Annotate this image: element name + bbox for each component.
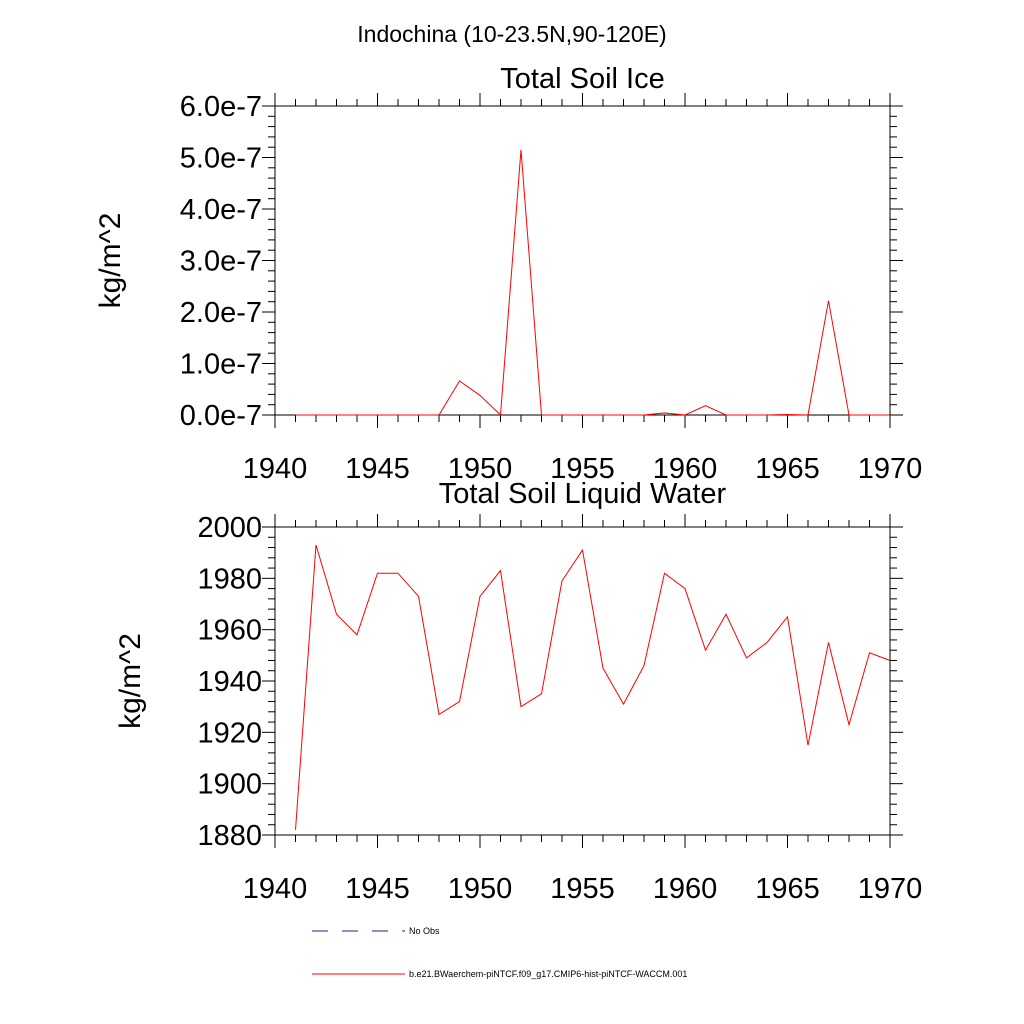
- series-line: [295, 544, 891, 830]
- x-tick-label: 1950: [448, 873, 513, 905]
- x-tick-label: 1955: [550, 873, 615, 905]
- y-tick-label: 1980: [197, 563, 262, 595]
- x-tick-label: 1965: [755, 453, 820, 485]
- y-tick-label: 1900: [197, 769, 262, 801]
- y-tick-label: 1880: [197, 820, 262, 852]
- chart-title: Total Soil Liquid Water: [439, 478, 727, 510]
- y-tick-label: 2.0e-7: [180, 297, 262, 329]
- y-tick-label: 2000: [197, 512, 262, 544]
- y-tick-label: 1940: [197, 666, 262, 698]
- y-tick-label: 6.0e-7: [180, 91, 262, 123]
- x-tick-label: 1960: [653, 873, 718, 905]
- y-axis-label: kg/m^2: [94, 213, 127, 309]
- x-tick-label: 1945: [345, 453, 410, 485]
- chart-title: Total Soil Ice: [500, 63, 664, 95]
- y-axis-label: kg/m^2: [114, 633, 147, 729]
- x-tick-label: 1950: [448, 453, 513, 485]
- x-tick-label: 1960: [653, 453, 718, 485]
- legend-model-label: b.e21.BWaerchem-piNTCF.f09_g17.CMIP6-his…: [409, 969, 687, 979]
- series-line: [295, 149, 890, 417]
- x-tick-label: 1945: [345, 873, 410, 905]
- y-tick-label: 4.0e-7: [180, 194, 262, 226]
- plot-frame: [274, 105, 891, 416]
- legend: No Obs b.e21.BWaerchem-piNTCF.f09_g17.CM…: [312, 926, 687, 979]
- y-tick-label: 5.0e-7: [180, 143, 262, 175]
- panel-total-soil-ice: Total Soil Ice kg/m^2 0.0e-7 1.0e-7 2.0e-7 3.…: [94, 63, 922, 485]
- y-tick-label: 0.0e-7: [180, 400, 262, 432]
- y-tick-label: 1.0e-7: [180, 349, 262, 381]
- x-tick-label: 1955: [550, 453, 615, 485]
- x-tick-label: 1940: [243, 453, 308, 485]
- panel-total-soil-liquid-water: Total Soil Liquid Water kg/m^2 1880 1900 192…: [114, 478, 922, 905]
- y-tick-label: 1960: [197, 615, 262, 647]
- figure-title: Indochina (10-23.5N,90-120E): [357, 21, 666, 47]
- legend-obs-label: No Obs: [409, 926, 440, 936]
- x-tick-label: 1970: [858, 453, 923, 485]
- x-tick-label: 1970: [858, 873, 923, 905]
- x-tick-label: 1965: [755, 873, 820, 905]
- x-tick-label: 1940: [243, 873, 308, 905]
- y-tick-label: 3.0e-7: [180, 246, 262, 278]
- y-tick-label: 1920: [197, 717, 262, 749]
